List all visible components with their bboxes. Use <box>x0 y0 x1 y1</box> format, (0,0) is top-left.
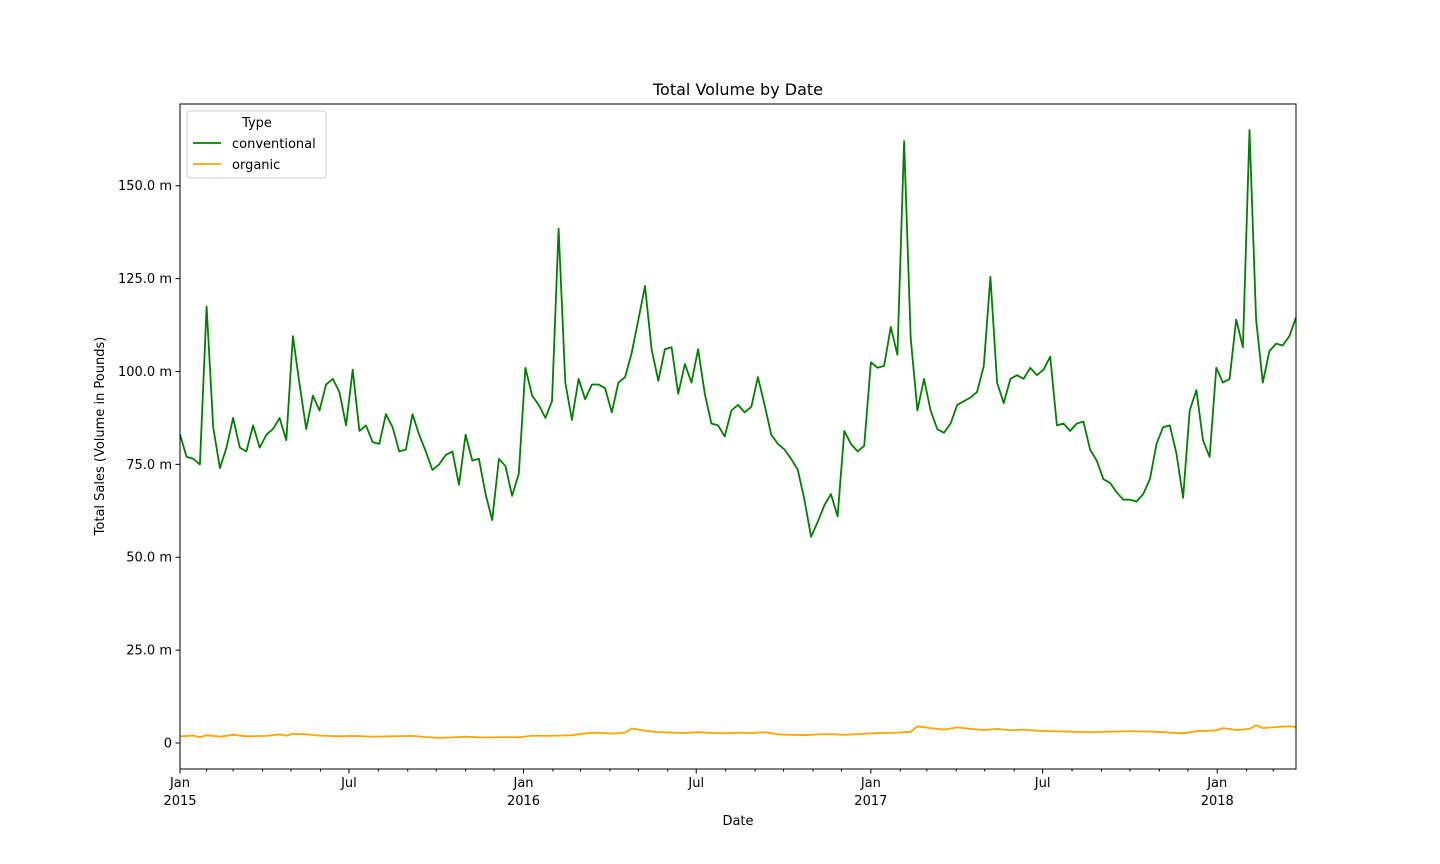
x-tick-year-label: 2018 <box>1201 794 1234 809</box>
y-tick-label: 25.0 m <box>126 644 172 659</box>
legend-title: Type <box>241 116 272 131</box>
y-tick-label: 150.0 m <box>118 179 172 194</box>
x-tick-year-label: 2016 <box>507 794 540 809</box>
y-tick-label: 125.0 m <box>118 272 172 287</box>
x-tick-label: Jan <box>513 776 534 791</box>
x-tick-year-label: 2017 <box>854 794 887 809</box>
y-tick-label: 75.0 m <box>126 458 172 473</box>
legend: Type conventional organic <box>186 110 327 179</box>
y-axis-label: Total Sales (Volume in Pounds) <box>93 337 108 537</box>
y-tick-label: 100.0 m <box>118 365 172 380</box>
series-line-conventional <box>179 129 1297 538</box>
x-axis-label: Date <box>722 814 753 829</box>
x-tick-label: Jan <box>860 776 881 791</box>
x-tick-label: Jan <box>169 776 190 791</box>
y-tick-label: 50.0 m <box>126 551 172 566</box>
axis-ticks: 0 25.0 m 50.0 m 75.0 m 100.0 m 125.0 m 150.0 m… <box>118 179 1274 809</box>
legend-label-conventional: conventional <box>232 137 316 152</box>
plot-area: 0 25.0 m 50.0 m 75.0 m 100.0 m 125.0 m 150.0 m… <box>118 103 1297 809</box>
chart-title: Total Volume by Date <box>652 80 823 99</box>
x-tick-label: Jan <box>1206 776 1227 791</box>
series-layer <box>179 129 1297 739</box>
x-tick-year-label: 2015 <box>163 794 196 809</box>
x-tick-label: Jul <box>687 776 704 791</box>
plot-frame <box>179 103 1297 770</box>
x-tick-label: Jul <box>340 776 357 791</box>
legend-label-organic: organic <box>232 158 280 173</box>
y-tick-label: 0 <box>164 736 172 751</box>
legend-box <box>186 110 327 179</box>
x-tick-label: Jul <box>1034 776 1051 791</box>
series-line-organic <box>179 724 1297 739</box>
